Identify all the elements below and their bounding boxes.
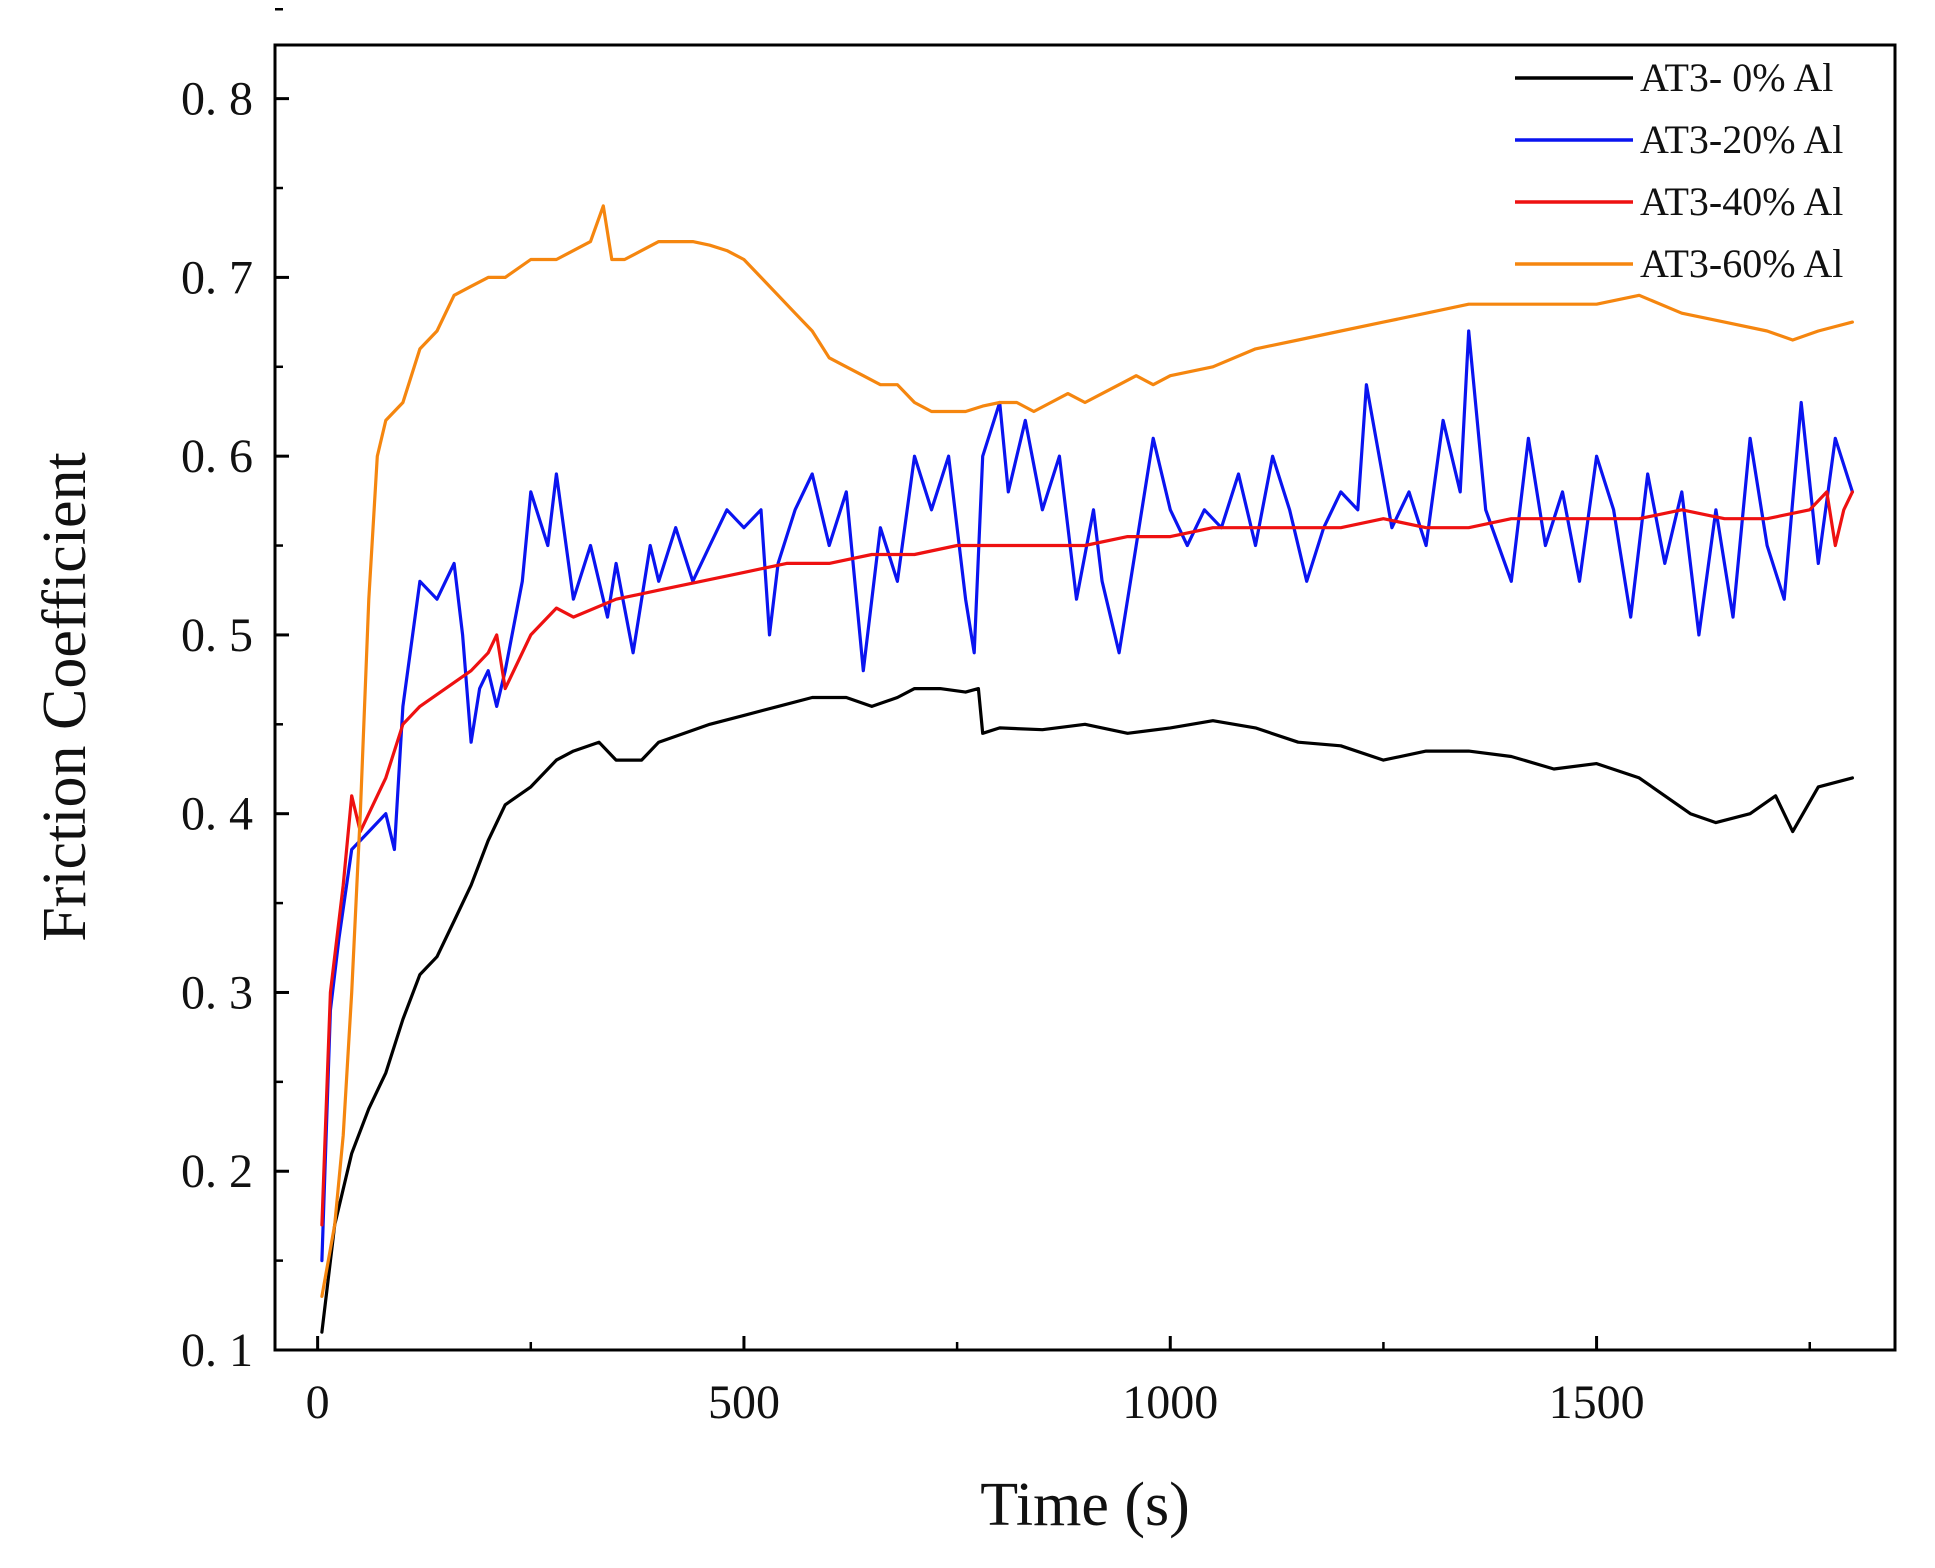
y-tick-label: 0. 8 xyxy=(181,73,253,126)
series-layer xyxy=(320,204,1855,1334)
y-tick-label: 0. 1 xyxy=(181,1324,253,1377)
x-tick-label: 500 xyxy=(708,1376,780,1429)
legend: AT3- 0% Al AT3-20% Al AT3-40% Al AT3-60% Al xyxy=(1515,55,1843,286)
y-tick-label: 0. 3 xyxy=(181,966,253,1019)
legend-label: AT3-60% Al xyxy=(1640,241,1843,286)
legend-label: AT3-40% Al xyxy=(1640,179,1843,224)
x-tick-label: 1000 xyxy=(1122,1376,1218,1429)
legend-label: AT3- 0% Al xyxy=(1640,55,1833,100)
y-tick-label: 0. 4 xyxy=(181,788,253,841)
y-tick-label: 0. 7 xyxy=(181,251,253,304)
series-line-2 xyxy=(320,490,1855,1227)
x-tick-label: 1500 xyxy=(1549,1376,1645,1429)
series-line-1 xyxy=(320,329,1855,1263)
y-axis: 0. 1 0. 2 0. 3 0. 4 0. 5 0. 6 0. 7 0. 8 xyxy=(181,7,289,1377)
series-line-0 xyxy=(320,686,1855,1334)
x-axis: 0 500 1000 1500 xyxy=(306,1336,1811,1429)
x-axis-title: Time (s) xyxy=(980,1471,1190,1539)
y-tick-label: 0. 6 xyxy=(181,430,253,483)
plot-frame xyxy=(273,43,1897,1352)
y-axis-title: Friction Coefficient xyxy=(31,452,99,942)
legend-label: AT3-20% Al xyxy=(1640,117,1843,162)
series-line-3 xyxy=(320,204,1855,1299)
y-tick-label: 0. 5 xyxy=(181,609,253,662)
x-tick-label: 0 xyxy=(306,1376,330,1429)
y-tick-label: 0. 2 xyxy=(181,1145,253,1198)
